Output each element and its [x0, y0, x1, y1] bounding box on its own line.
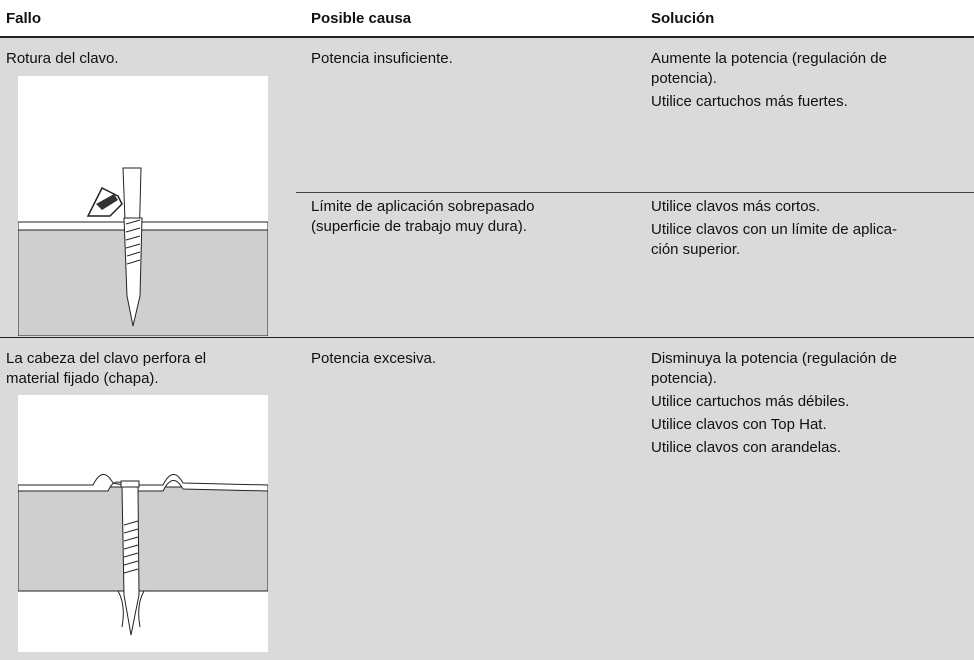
solution-text: Disminuya la potencia (regulación de — [651, 350, 897, 367]
cause-text: Potencia excesiva. — [311, 350, 437, 367]
solution-text: Utilice clavos con un límite de aplica- — [651, 221, 897, 238]
solution-text: potencia). — [651, 70, 717, 87]
cause-text: (superficie de trabajo muy dura). — [311, 218, 527, 235]
cause-text: Potencia insuficiente. — [311, 50, 453, 67]
solution-text: Utilice cartuchos más fuertes. — [651, 93, 848, 110]
fault-text: La cabeza del clavo perfora el — [6, 350, 207, 367]
cause-text: Límite de aplicación sobrepasado — [311, 198, 535, 215]
solution-text: potencia). — [651, 370, 717, 387]
solution-text: Utilice clavos más cortos. — [651, 198, 821, 215]
solution-text: Utilice clavos con Top Hat. — [651, 416, 827, 433]
solution-text: Aumente la potencia (regulación de — [651, 50, 887, 67]
solution-text: ción superior. — [651, 241, 741, 258]
column-header: Solución — [651, 10, 715, 27]
row-rule — [0, 337, 974, 338]
illustration-pierced-plate — [18, 395, 268, 652]
fault-text: material fijado (chapa). — [6, 370, 159, 387]
column-header: Fallo — [6, 10, 42, 27]
solution-text: Utilice cartuchos más débiles. — [651, 393, 850, 410]
column-header: Posible causa — [311, 10, 412, 27]
solution-text: Utilice clavos con arandelas. — [651, 439, 842, 456]
header-rule — [0, 36, 974, 38]
illustration-broken-nail — [18, 76, 268, 336]
fault-text: Rotura del clavo. — [6, 50, 119, 67]
subrow-rule — [296, 192, 974, 193]
